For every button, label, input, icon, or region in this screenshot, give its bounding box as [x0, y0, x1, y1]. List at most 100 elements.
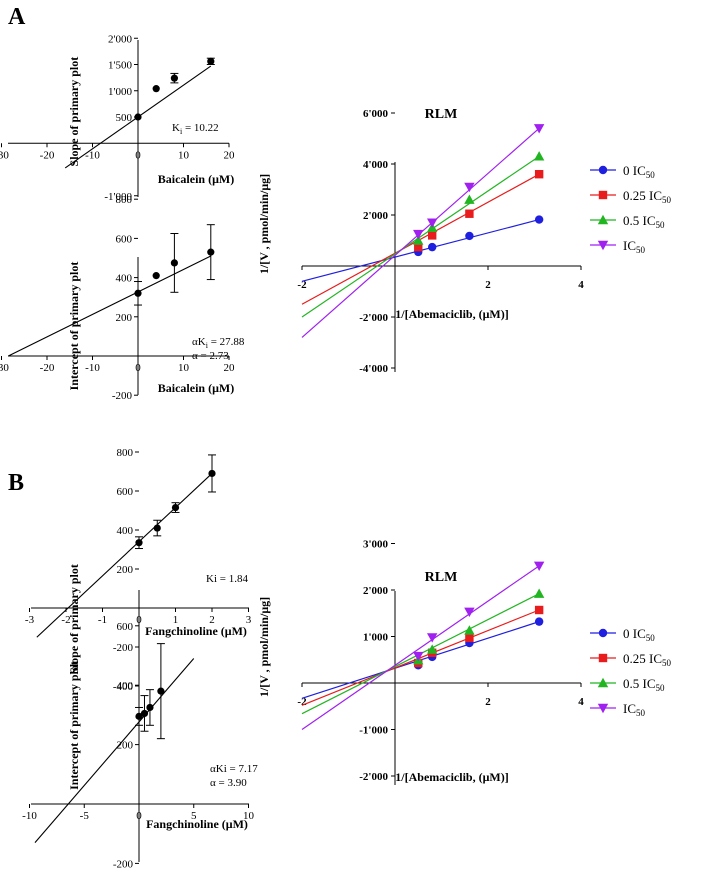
data-point [170, 259, 178, 267]
legend-label: 0.25 IC50 [623, 188, 672, 205]
legend-label: IC50 [623, 238, 646, 255]
x-tick-label: 2 [485, 696, 491, 708]
x-tick-label: -10 [85, 362, 100, 374]
y-tick-label: 600 [117, 621, 134, 633]
legend-label: 0 IC50 [623, 626, 655, 643]
marker-square [428, 231, 437, 240]
marker-triangle-down [413, 229, 424, 240]
panel-label-b: B [8, 470, 24, 496]
x-tick-label: -10 [22, 810, 37, 822]
y-tick-label: -2'000 [359, 771, 388, 783]
marker-triangle-up [464, 194, 475, 204]
marker-square [534, 605, 544, 615]
marker-triangle-down [464, 182, 475, 193]
legend-label: 0.5 IC50 [623, 676, 665, 693]
legend-label: 0.5 IC50 [623, 213, 665, 230]
legend-label: IC50 [623, 701, 646, 718]
x-tick-label: -30 [0, 362, 9, 374]
chart-b-slope: -3-2-10123-400-200200400600800Fangchinol… [25, 447, 252, 693]
x-tick-label: 10 [243, 810, 255, 822]
annotation-ki: Ki = 1.84 [206, 573, 248, 585]
data-point [152, 85, 160, 93]
data-point [135, 539, 143, 547]
x-tick-label: 4 [578, 696, 584, 708]
data-point [152, 272, 160, 280]
data-point [153, 524, 161, 532]
y-tick-label: -400 [113, 681, 134, 693]
y-axis-label: Intercept of primary plot [67, 661, 81, 790]
chart-a-intercept: -30 -20 -10 0 10 20 -200 200 400 600 800 Baicalein … [0, 194, 245, 402]
y-axis-label: Slope of primary plot [67, 57, 81, 167]
marker-square [598, 190, 608, 200]
series-line [301, 565, 540, 730]
marker-triangle-down [597, 240, 609, 251]
series-line [301, 155, 540, 318]
x-tick-label: -2 [61, 614, 70, 626]
x-axis-label: Baicalein (μM) [158, 172, 234, 186]
marker-triangle-up [427, 644, 438, 654]
marker-triangle-down [464, 607, 475, 618]
data-point [146, 703, 154, 712]
x-axis-label: Baicalein (μM) [158, 381, 234, 395]
marker-triangle-up [597, 677, 609, 688]
chart-title: RLM [425, 570, 458, 585]
y-tick-label: 2'000 [108, 33, 132, 45]
y-tick-label: -1'000 [359, 725, 388, 737]
marker-square [465, 633, 474, 643]
y-tick-label: 500 [116, 112, 133, 124]
annotation-alpha: α = 2.73 [192, 350, 229, 362]
marker-triangle-up [533, 588, 545, 598]
marker-circle [534, 215, 544, 224]
y-tick-label: 800 [117, 447, 134, 459]
data-point [207, 57, 215, 65]
x-tick-label: 4 [578, 279, 584, 291]
marker-triangle-down [427, 218, 438, 228]
y-tick-label: -4'000 [359, 363, 388, 375]
x-tick-label: 20 [224, 362, 236, 374]
marker-circle [465, 231, 474, 241]
y-tick-label: 200 [117, 564, 134, 576]
y-tick-label: 3'000 [363, 539, 389, 551]
x-tick-label: -10 [85, 149, 100, 161]
chart-a-lineweaver-burk: -2 2 4 -4'000 -2'000 2'000 4'000 6'000 RLM 1/[Abe… [257, 107, 672, 375]
y-tick-label: 2'000 [363, 210, 389, 222]
fit-line [34, 658, 195, 843]
marker-circle [598, 165, 608, 175]
y-tick-label: 400 [117, 680, 134, 692]
x-tick-label: 2 [485, 279, 491, 291]
y-axis-label: Slope of primary plot [67, 564, 81, 674]
marker-triangle-down [533, 561, 545, 572]
x-tick-label: 10 [178, 362, 190, 374]
series-line [301, 173, 540, 305]
marker-triangle-up [533, 151, 545, 161]
chart-title: RLM [425, 107, 458, 122]
y-tick-label: 400 [117, 525, 134, 537]
x-axis-label: Fangchinoline (μM) [146, 817, 248, 831]
x-tick-label: 10 [178, 149, 190, 161]
marker-square [414, 242, 423, 252]
x-tick-label: 2 [209, 614, 215, 626]
data-point [170, 74, 178, 82]
x-tick-label: 0 [135, 362, 141, 374]
marker-circle [428, 242, 437, 252]
panel-label-a: A [8, 4, 26, 30]
x-axis-label: Fangchinoline (μM) [145, 624, 247, 638]
y-tick-label: 600 [117, 486, 134, 498]
data-point [135, 712, 143, 720]
marker-circle [534, 617, 544, 626]
marker-triangle-down [597, 703, 609, 714]
y-tick-label: -200 [113, 858, 134, 869]
data-point [208, 469, 216, 478]
x-tick-label: -2 [297, 279, 307, 291]
data-point [171, 503, 180, 512]
annotation-ki: αKi = 27.88 [192, 336, 245, 350]
y-tick-label: -200 [113, 642, 134, 654]
x-tick-label: 20 [224, 149, 236, 161]
data-point [134, 113, 142, 121]
x-tick-label: -5 [80, 810, 90, 822]
series-line [301, 609, 540, 706]
y-tick-label: 800 [116, 194, 133, 206]
marker-square [465, 209, 474, 218]
